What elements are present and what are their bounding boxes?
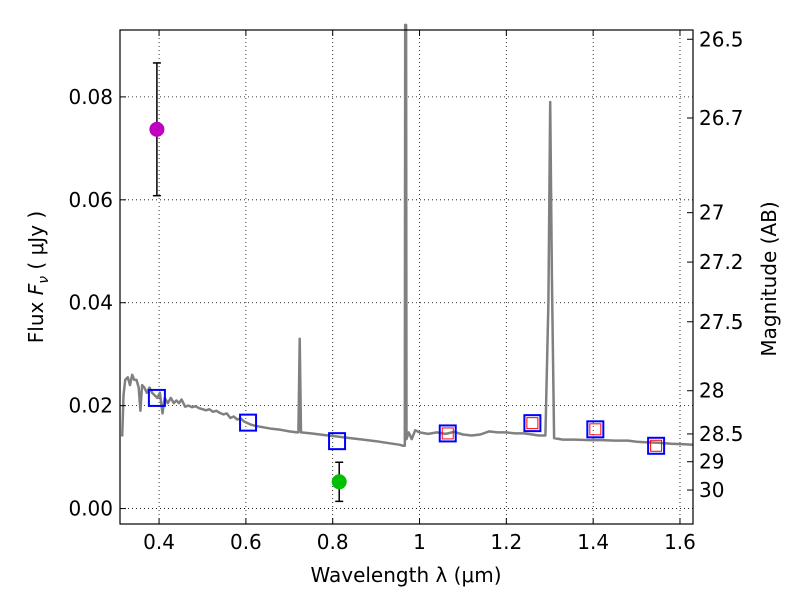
y-tick-label: 0.02: [68, 394, 113, 418]
model-photometry-marker: [586, 420, 605, 439]
y2-tick-label: 27: [699, 201, 724, 225]
model-photometry-marker: [523, 414, 542, 433]
model-photometry-marker: [328, 432, 347, 451]
x-axis-title: Wavelength λ (μm): [310, 563, 501, 587]
y2-tick-label: 28.5: [699, 422, 744, 446]
x-tick-label: 0.8: [317, 530, 349, 554]
y-axis-title: Flux Fν ( μJy ): [24, 211, 52, 343]
x-tick-label: 1: [413, 530, 426, 554]
y2-tick-label: 29: [699, 450, 724, 474]
model-band-marker: [650, 439, 663, 452]
model-band-marker: [441, 427, 454, 440]
model-band-marker: [526, 417, 539, 430]
y2-tick-label: 27.5: [699, 310, 744, 334]
model-photometry-marker: [147, 388, 166, 407]
x-tick-label: 0.4: [143, 530, 175, 554]
model-photometry-marker: [239, 413, 258, 432]
y-tick-label: 0.06: [68, 188, 113, 212]
plot-series: [120, 23, 694, 503]
model-photometry-marker: [647, 436, 666, 455]
y-tick-label: 0.08: [68, 85, 113, 109]
y2-tick-label: 28: [699, 379, 724, 403]
x-tick-label: 0.6: [230, 530, 262, 554]
model-photometry-marker: [438, 424, 457, 443]
y2-tick-label: 26.7: [699, 106, 744, 130]
x-tick-label: 1.4: [577, 530, 609, 554]
y-tick-label: 0.04: [68, 291, 113, 315]
y2-tick-label: 26.5: [699, 27, 744, 51]
axes: 0.4 0.6 0.8 1 1.2 1.4 1.6 0.00 0.02 0.04 0.06 0.08 2…: [68, 27, 743, 554]
y2-tick-label: 27.2: [699, 250, 744, 274]
plot-frame: [119, 29, 694, 525]
observed-point: [149, 121, 165, 137]
y-tick-label: 0.00: [68, 497, 113, 521]
x-tick-label: 1.6: [664, 530, 696, 554]
spectrum-line: [120, 23, 694, 448]
y2-tick-label: 30: [699, 478, 724, 502]
y2-axis-title: Magnitude (AB): [757, 201, 781, 356]
model-band-marker: [589, 423, 602, 436]
observed-point: [331, 474, 347, 490]
x-tick-label: 1.2: [490, 530, 522, 554]
